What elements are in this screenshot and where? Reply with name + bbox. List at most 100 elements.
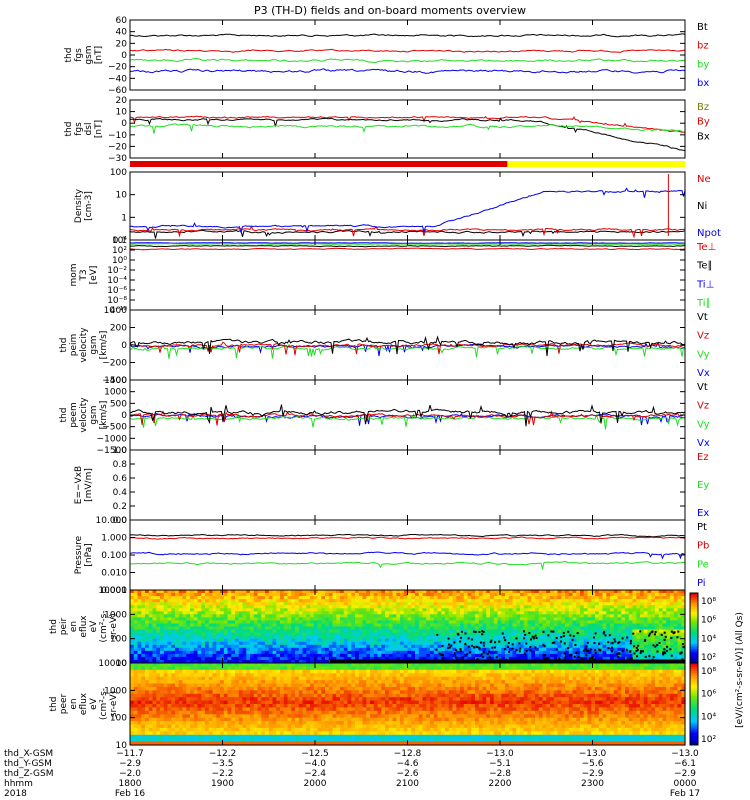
heatmap-cell: [197, 596, 202, 600]
heatmap-cell: [208, 617, 214, 621]
heatmap-cell: [175, 632, 180, 637]
heatmap-cell: [238, 714, 244, 719]
heatmap-cell: [190, 644, 195, 649]
heatmap-cell: [167, 724, 172, 729]
speckle: [626, 657, 629, 660]
heatmap-cell: [216, 660, 221, 664]
heatmap-cell: [175, 608, 180, 612]
heatmap-cell: [681, 605, 686, 609]
heatmap-cell: [257, 599, 262, 603]
heatmap-cell: [411, 653, 416, 658]
heatmap-cell: [396, 635, 401, 640]
heatmap-cell: [156, 602, 161, 606]
heatmap-cell: [223, 617, 229, 621]
heatmap-cell: [201, 663, 206, 667]
heatmap-cell: [613, 638, 619, 643]
heatmap-cell: [246, 731, 251, 736]
heatmap-cell: [250, 593, 255, 597]
heatmap-cell: [373, 632, 379, 637]
heatmap-cell: [606, 596, 611, 600]
heatmap-cell: [167, 721, 172, 726]
heatmap-cell: [538, 617, 544, 621]
heatmap-cell: [152, 656, 157, 661]
heatmap-cell: [467, 626, 472, 631]
heatmap-cell: [373, 623, 379, 628]
heatmap-cell: [670, 596, 675, 600]
heatmap-cell: [385, 629, 390, 634]
heatmap-cell: [197, 650, 202, 655]
heatmap-cell: [602, 611, 607, 615]
heatmap-cell: [463, 617, 469, 621]
heatmap-cell: [355, 629, 360, 634]
heatmap-cell: [565, 596, 570, 600]
heatmap-cell: [535, 602, 540, 606]
heatmap-cell: [583, 650, 589, 655]
heatmap-cell: [505, 647, 510, 652]
heatmap-cell: [407, 635, 412, 640]
heatmap-cell: [246, 590, 251, 594]
speckle: [621, 649, 624, 652]
heatmap-cell: [163, 700, 169, 705]
heatmap-cell: [505, 626, 510, 631]
heatmap-cell: [437, 653, 442, 658]
heatmap-cell: [655, 656, 660, 661]
heatmap-cell: [430, 596, 435, 600]
heatmap-cell: [145, 626, 150, 631]
heatmap-cell: [310, 656, 315, 661]
heatmap-cell: [538, 626, 544, 631]
heatmap-cell: [201, 596, 206, 600]
heatmap-cell: [482, 620, 487, 624]
heatmap-cell: [197, 690, 202, 695]
heatmap-cell: [261, 611, 266, 615]
heatmap-cell: [235, 683, 240, 688]
heatmap-cell: [490, 647, 495, 652]
heatmap-cell: [396, 596, 401, 600]
speckle: [577, 655, 580, 658]
heatmap-cell: [250, 656, 255, 661]
y-axis-label: Density: [74, 188, 84, 223]
heatmap-cell: [280, 626, 285, 631]
heatmap-cell: [141, 632, 146, 637]
heatmap-cell: [242, 632, 247, 637]
heatmap-cell: [475, 653, 480, 658]
heatmap-cell: [145, 673, 150, 678]
heatmap-cell: [655, 593, 660, 597]
heatmap-cell: [673, 626, 679, 631]
heatmap-cell: [598, 590, 604, 594]
heatmap-cell: [546, 644, 551, 649]
heatmap-cell: [587, 590, 592, 594]
heatmap-cell: [388, 656, 394, 661]
heatmap-cell: [272, 641, 277, 646]
heatmap-cell: [306, 593, 311, 597]
heatmap-cell: [332, 596, 337, 600]
heatmap-cell: [148, 660, 154, 664]
heatmap-cell: [295, 602, 300, 606]
heatmap-cell: [437, 611, 442, 615]
legend-bt: Bt: [697, 22, 708, 33]
heatmap-cell: [411, 656, 416, 661]
heatmap-cell: [670, 620, 675, 624]
heatmap-cell: [190, 620, 195, 624]
heatmap-cell: [265, 635, 270, 640]
heatmap-cell: [475, 614, 480, 618]
heatmap-cell: [651, 596, 656, 600]
heatmap-cell: [523, 611, 529, 615]
heatmap-cell: [512, 629, 517, 634]
speckle: [625, 648, 628, 651]
heatmap-cell: [295, 599, 300, 603]
heatmap-cell: [647, 593, 652, 597]
heatmap-cell: [422, 629, 427, 634]
heatmap-cell: [426, 650, 431, 655]
heatmap-cell: [133, 635, 139, 640]
heatmap-cell: [280, 605, 285, 609]
heatmap-cell: [557, 602, 562, 606]
heatmap-cell: [557, 617, 562, 621]
heatmap-cell: [610, 602, 615, 606]
heatmap-cell: [148, 626, 154, 631]
heatmap-cell: [467, 605, 472, 609]
heatmap-cell: [201, 644, 206, 649]
heatmap-cell: [430, 653, 435, 658]
heatmap-cell: [411, 623, 416, 628]
series-pi: [129, 551, 686, 560]
heatmap-cell: [426, 590, 431, 594]
